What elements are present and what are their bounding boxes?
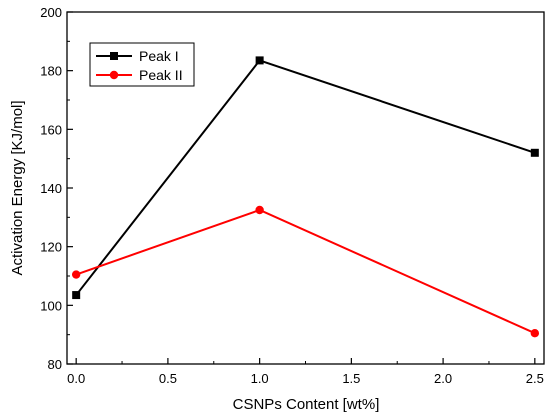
y-tick-label: 80 [48, 357, 62, 372]
data-point-peak-i [530, 148, 539, 157]
legend-box [89, 42, 195, 87]
data-point-peak-ii [255, 205, 264, 215]
legend-label-peak-ii: Peak II [139, 67, 183, 83]
data-point-peak-i [255, 56, 264, 65]
data-point-peak-ii [71, 270, 81, 279]
legend: Peak I Peak II [89, 42, 195, 87]
data-point-peak-ii [530, 329, 540, 338]
series-layer [71, 56, 540, 338]
x-tick-label: 1.5 [342, 371, 360, 386]
x-tick-label: 0.5 [159, 371, 177, 386]
y-tick-label: 100 [40, 298, 62, 313]
y-tick-label: 120 [40, 240, 62, 255]
y-axis-title: Activation Energy [KJ/mol] [9, 100, 26, 275]
x-tick-label: 0.0 [67, 371, 85, 386]
x-tick-label: 1.0 [251, 371, 269, 386]
y-tick-label: 140 [40, 181, 62, 196]
x-axis-title: CSNPs Content [wt%] [233, 396, 380, 413]
data-point-peak-i [72, 291, 81, 300]
legend-marker-peak-ii [109, 70, 119, 80]
y-tick-label: 160 [40, 122, 62, 137]
y-tick-label: 180 [40, 64, 62, 79]
legend-marker-peak-i [110, 52, 118, 60]
axis-ticks: 0.0 0.5 1.0 1.5 2.0 2.5 80 100 120 140 160 180 200 [40, 5, 544, 386]
legend-label-peak-i: Peak I [139, 48, 179, 64]
y-tick-label: 200 [40, 5, 62, 20]
x-tick-label: 2.5 [526, 371, 544, 386]
x-tick-label: 2.0 [434, 371, 452, 386]
